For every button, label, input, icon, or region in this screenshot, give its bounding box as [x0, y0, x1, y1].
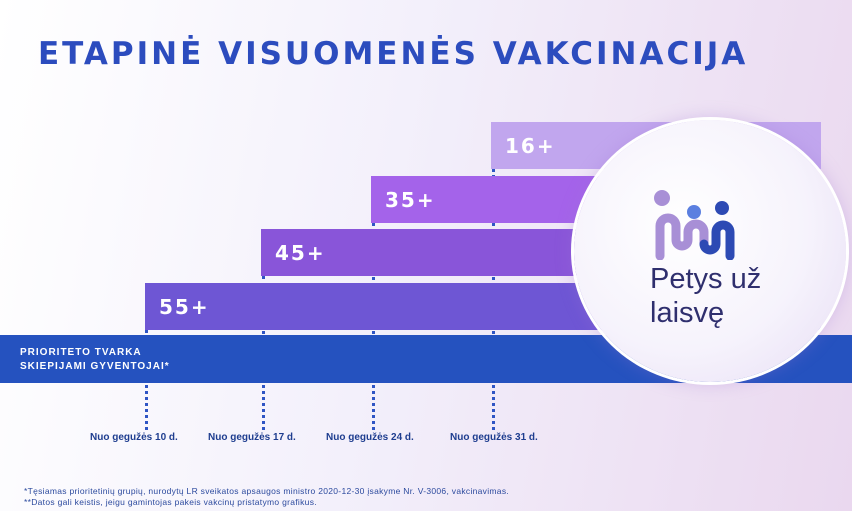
- date-label-may-10: Nuo gegužės 10 d.: [90, 432, 178, 443]
- footnote-2: **Datos gali keistis, jeigu gamintojas p…: [24, 497, 317, 507]
- page-title: ETAPINĖ VISUOMENĖS VAKCINACIJA: [38, 36, 749, 72]
- logo-text: Petys už laisvę: [650, 263, 762, 329]
- age-group-16-label: 16+: [505, 133, 556, 158]
- priority-line-2: SKIEPIJAMI GYVENTOJAI*: [20, 361, 170, 372]
- age-group-35-label: 35+: [385, 187, 436, 212]
- footnotes: *Tęsiamas prioritetinių grupių, nurodytų…: [24, 486, 509, 508]
- people-icon: [654, 190, 735, 260]
- date-label-may-17: Nuo gegužės 17 d.: [208, 432, 296, 443]
- priority-label: PRIORITETO TVARKA SKIEPIJAMI GYVENTOJAI*: [20, 346, 170, 374]
- age-group-45-label: 45+: [275, 240, 326, 265]
- priority-line-1: PRIORITETO TVARKA: [20, 347, 142, 358]
- date-label-may-31: Nuo gegužės 31 d.: [450, 432, 538, 443]
- age-group-55-label: 55+: [159, 294, 210, 319]
- footnote-1: *Tęsiamas prioritetinių grupių, nurodytų…: [24, 486, 510, 496]
- date-label-may-24: Nuo gegužės 24 d.: [326, 432, 414, 443]
